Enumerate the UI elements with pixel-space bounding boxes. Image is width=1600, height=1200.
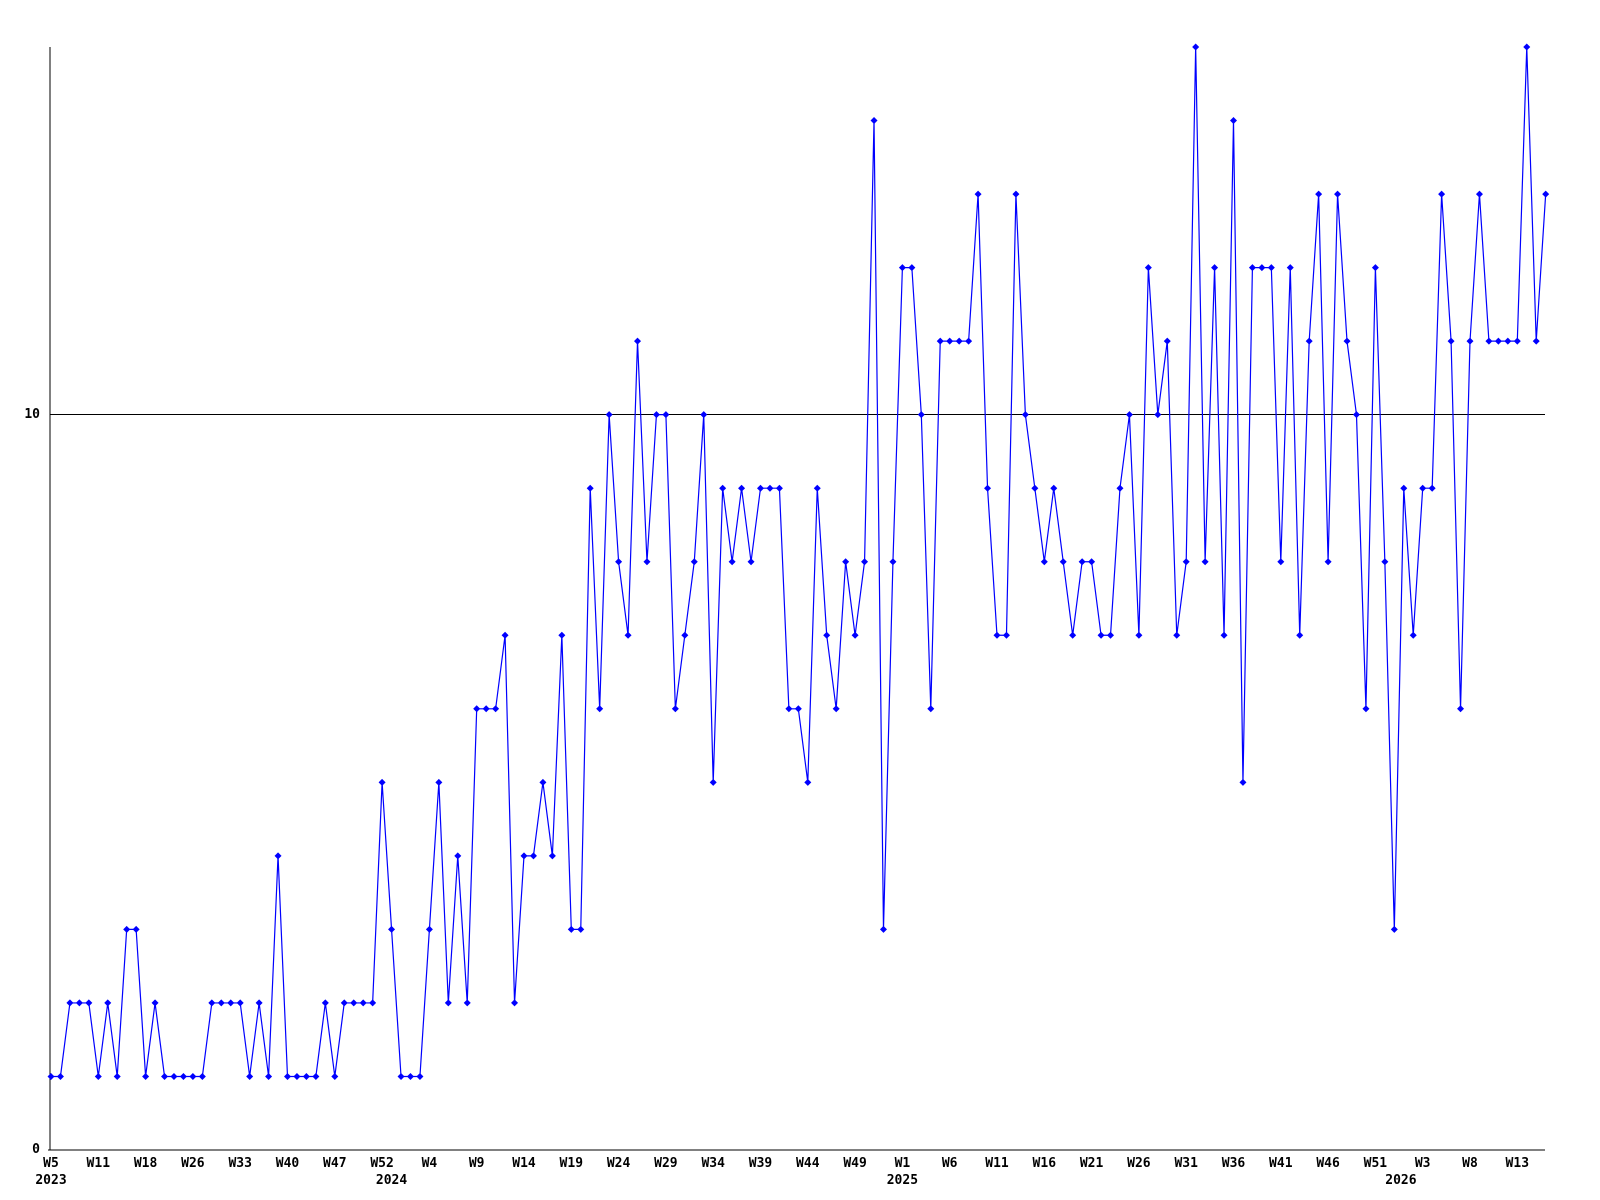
x-tick-label: W1	[895, 1156, 911, 1171]
x-tick-label: W21	[1080, 1156, 1104, 1171]
x-tick-label: W3	[1415, 1156, 1431, 1171]
x-tick-label: W29	[654, 1156, 677, 1171]
x-tick-label: W51	[1364, 1156, 1388, 1171]
y-axis-tick-label-10: 10	[24, 407, 40, 422]
x-tick-label: W14	[512, 1156, 536, 1171]
x-tick-label: W9	[469, 1156, 485, 1171]
x-tick-label: W13	[1506, 1156, 1529, 1171]
x-tick-label: W16	[1033, 1156, 1057, 1171]
y-axis-tick-label-0: 0	[32, 1142, 40, 1157]
x-tick-label: W26	[181, 1156, 205, 1171]
series-line	[51, 46, 1547, 1078]
x-tick-label: W47	[323, 1156, 346, 1171]
x-tick-label: W41	[1269, 1156, 1293, 1171]
x-tick-label: W40	[276, 1156, 300, 1171]
x-tick-label: W24	[607, 1156, 631, 1171]
x-tick-label: W19	[560, 1156, 583, 1171]
x-tick-label: W6	[942, 1156, 958, 1171]
series-markers	[47, 43, 1550, 1080]
x-tick-label: W34	[701, 1156, 725, 1171]
year-label: 2023	[35, 1173, 66, 1188]
x-tick-label: W44	[796, 1156, 820, 1171]
x-tick-label: W26	[1127, 1156, 1151, 1171]
x-tick-label: W11	[985, 1156, 1009, 1171]
x-tick-label: W52	[370, 1156, 393, 1171]
x-tick-label: W4	[422, 1156, 438, 1171]
x-tick-label: W46	[1316, 1156, 1340, 1171]
x-tick-label: W36	[1222, 1156, 1246, 1171]
year-label: 2024	[376, 1173, 407, 1188]
x-tick-label: W8	[1462, 1156, 1478, 1171]
x-tick-label: W11	[87, 1156, 111, 1171]
year-label: 2025	[887, 1173, 918, 1188]
x-tick-label: W39	[749, 1156, 772, 1171]
x-tick-label: W49	[843, 1156, 866, 1171]
year-label: 2026	[1385, 1173, 1416, 1188]
x-tick-label: W5	[43, 1156, 59, 1171]
x-tick-label: W18	[134, 1156, 158, 1171]
x-tick-label: W31	[1174, 1156, 1198, 1171]
x-tick-label: W33	[228, 1156, 251, 1171]
